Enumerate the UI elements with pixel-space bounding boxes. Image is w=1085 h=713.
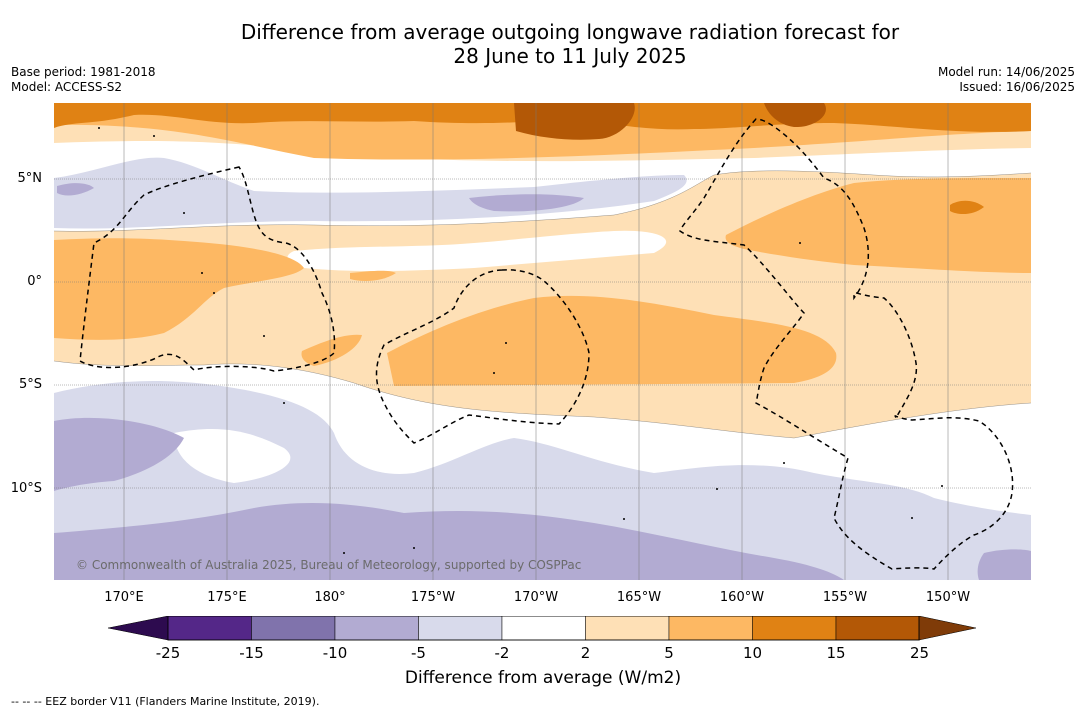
colorbar-segment-5 — [501, 615, 586, 641]
eez-border-central — [375, 269, 590, 444]
model-name: Model: ACCESS-S2 — [11, 80, 123, 94]
issued-date: Issued: 16/06/2025 — [959, 80, 1075, 94]
colorbar-label: Difference from average (W/m2) — [404, 668, 682, 688]
colorbar — [107, 615, 978, 648]
colorbar-tick: 5 — [664, 644, 674, 662]
anomaly-band-brown-north — [514, 103, 635, 140]
anomaly-band-neutral-northeast — [884, 149, 1031, 168]
colorbar-segment-1 — [167, 615, 252, 641]
colorbar-tick: -10 — [322, 644, 348, 662]
anomaly-spot-purple-southeast — [977, 549, 1031, 580]
colorbar-segment-9 — [835, 615, 920, 641]
lat-label-equator: 0° — [27, 274, 42, 289]
colorbar-outline — [167, 615, 920, 641]
title-line-2: 28 June to 11 July 2025 — [453, 44, 687, 68]
colorbar-segment-8 — [752, 615, 837, 641]
lon-label-180: 180° — [314, 590, 346, 605]
colorbar-tick: -5 — [411, 644, 426, 662]
colorbar-segment-7 — [668, 615, 753, 641]
colorbar-tick: -25 — [155, 644, 181, 662]
run-info: Model run: 14/06/2025 Issued: 16/06/2025 — [938, 65, 1075, 95]
model-run-date: Model run: 14/06/2025 — [937, 65, 1075, 79]
eez-borders — [79, 118, 1014, 570]
anomaly-spot-purple-north — [469, 194, 584, 212]
model-info: Base period: 1981-2018 Model: ACCESS-S2 — [11, 65, 156, 95]
colorbar-extend-min — [107, 615, 169, 641]
map-svg[interactable] — [54, 103, 1031, 580]
map-title: Difference from average outgoing longwav… — [170, 20, 970, 68]
anomaly-spot-orange-east — [725, 177, 1031, 273]
lon-label-160w: 160°W — [719, 590, 765, 605]
lon-label-175w: 175°W — [410, 590, 456, 605]
anomaly-band-neutral-southeast — [909, 419, 1031, 489]
anomaly-spot-orange-southwest — [301, 334, 362, 366]
graticule — [54, 103, 1031, 580]
anomaly-spot-orange-central — [387, 295, 837, 386]
anomaly-spot-dark-orange-east — [950, 200, 984, 215]
colorbar-tick: 15 — [826, 644, 846, 662]
colorbar-segment-2 — [251, 615, 336, 641]
island-markers — [98, 127, 943, 554]
eez-border-east — [679, 118, 1014, 570]
lat-label-10s: 10°S — [10, 481, 42, 496]
lon-label-155w: 155°W — [822, 590, 868, 605]
lat-label-5n: 5°N — [17, 171, 43, 186]
anomaly-spot-orange-small-center — [350, 270, 396, 281]
title-line-1: Difference from average outgoing longwav… — [240, 20, 900, 44]
colorbar-segment-3 — [334, 615, 419, 641]
anomaly-band-neutral-central — [287, 230, 667, 272]
eez-border-west — [79, 166, 336, 372]
eez-footnote: -- -- -- EEZ border V11 (Flanders Marine… — [11, 695, 320, 708]
colorbar-tick: -15 — [239, 644, 264, 662]
copyright-notice: © Commonwealth of Australia 2025, Bureau… — [76, 558, 582, 572]
colorbar-segment-4 — [418, 615, 503, 641]
colorbar-extend-max — [918, 615, 977, 641]
anomaly-spot-orange-west — [54, 238, 304, 340]
colorbar-tick: 10 — [742, 644, 763, 662]
lon-label-170e: 170°E — [104, 590, 144, 605]
lon-label-175e: 175°E — [207, 590, 247, 605]
anomaly-band-neutral-south — [174, 428, 291, 483]
colorbar-segment-6 — [585, 615, 670, 641]
colorbar-tick: 2 — [580, 644, 591, 662]
map-panel[interactable] — [54, 103, 1031, 580]
contour-lines — [54, 170, 1031, 439]
lon-label-165w: 165°W — [616, 590, 662, 605]
colorbar-tick: -2 — [494, 644, 510, 662]
lon-label-170w: 170°W — [513, 590, 559, 605]
colorbar-tick: 25 — [909, 644, 930, 662]
anomaly-spot-purple-southwest — [54, 417, 184, 491]
anomaly-spot-brown-northeast — [764, 103, 826, 128]
lat-label-5s: 5°S — [18, 377, 42, 392]
lon-label-150w: 150°W — [925, 590, 971, 605]
colorbar-svg — [107, 615, 977, 641]
anomaly-spot-purple-south — [54, 502, 844, 580]
anomaly-spot-purple-northwest — [57, 183, 94, 196]
base-period: Base period: 1981-2018 — [11, 65, 156, 79]
